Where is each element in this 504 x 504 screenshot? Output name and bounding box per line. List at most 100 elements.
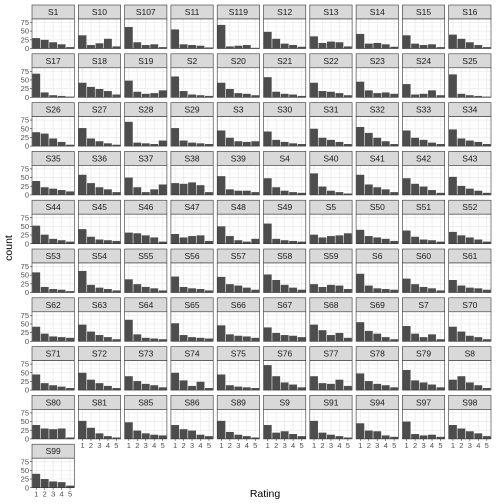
panel-border [216, 165, 260, 196]
bar [196, 95, 205, 98]
bar [364, 430, 373, 439]
bar [225, 431, 234, 439]
y-tick-label: 75 [21, 262, 29, 271]
x-tick-label: 3 [421, 441, 425, 450]
facet-panel: S45 [78, 199, 121, 245]
bar [49, 429, 58, 439]
facet-strip-label: S11 [185, 7, 200, 17]
bar [419, 286, 428, 293]
bar [280, 431, 289, 439]
bar [32, 73, 41, 98]
bar [196, 289, 205, 293]
bar [205, 388, 213, 391]
bar [428, 142, 436, 147]
bar [263, 223, 272, 244]
bar [356, 81, 365, 98]
bar [133, 430, 142, 439]
bar [327, 41, 335, 49]
facet-panel: S34 [448, 102, 492, 147]
y-tick-label: 50 [21, 320, 29, 329]
bar [32, 181, 41, 195]
bar [335, 436, 344, 439]
facet-panel: S64 [124, 297, 168, 342]
bar [225, 46, 234, 49]
bar [205, 240, 213, 244]
panel-border [216, 311, 260, 342]
x-tick-label: 4 [384, 441, 388, 450]
bar [335, 332, 344, 342]
panel-border [31, 213, 75, 244]
bar [32, 132, 41, 147]
bar [66, 337, 74, 342]
facet-panel: S52 [448, 199, 492, 245]
bar [40, 234, 49, 244]
panel-border [309, 262, 353, 293]
bar [474, 433, 483, 439]
bar [66, 291, 74, 293]
bar [343, 144, 352, 147]
bar [150, 93, 159, 98]
bar [103, 385, 112, 391]
x-tick-label: 1 [358, 441, 362, 450]
bar [343, 95, 352, 98]
panel-border [355, 165, 399, 196]
x-tick-label: 4 [291, 441, 295, 450]
panel-border [216, 360, 260, 391]
bar [188, 94, 196, 98]
facet-strip-label: S42 [416, 153, 431, 163]
bar [103, 436, 112, 439]
y-tick-label: 50 [21, 417, 29, 426]
x-tick-label: 2 [459, 441, 463, 450]
facet-strip-label: S74 [184, 349, 199, 359]
bar [205, 95, 213, 98]
bar [133, 42, 142, 49]
bar [158, 90, 167, 98]
x-tick-label: 3 [51, 490, 55, 499]
x-tick-label: 4 [106, 441, 110, 450]
facet-strip-label: S13 [323, 7, 338, 17]
panel-border [355, 116, 399, 147]
panel-border [170, 18, 214, 49]
bar [158, 339, 167, 342]
bar [327, 139, 335, 147]
bar [428, 288, 436, 293]
bar [133, 91, 142, 98]
facet-strip-label: S25 [462, 56, 477, 66]
panel-border [170, 262, 214, 293]
bar [32, 326, 41, 342]
bar [474, 141, 483, 147]
x-tick-label: 3 [468, 441, 472, 450]
y-tick-label: 75 [21, 116, 29, 125]
panel-border [124, 116, 168, 147]
bar [141, 286, 150, 293]
bar [474, 190, 483, 195]
facet-strip-label: S30 [277, 105, 292, 115]
facet-panel: S81 1 2 3 4 5 [78, 395, 121, 450]
y-axis-title: count [3, 235, 15, 261]
bar [242, 387, 251, 391]
bar [343, 193, 352, 195]
facet-strip-label: S64 [138, 300, 153, 310]
bar [310, 420, 318, 439]
bar [217, 24, 226, 49]
x-tick-label: 4 [337, 441, 341, 450]
bar [335, 285, 344, 293]
facet-strip-label: S85 [138, 397, 153, 407]
panel-border [124, 360, 168, 391]
bar [280, 335, 289, 342]
bar [411, 43, 420, 49]
facet-strip-label: S19 [138, 56, 153, 66]
bar [482, 47, 491, 49]
bar [272, 139, 281, 147]
bar [103, 289, 112, 293]
y-tick-label: 50 [21, 173, 29, 182]
bar [133, 334, 142, 342]
bar [381, 92, 390, 98]
facet-panel: S28 [124, 102, 168, 147]
bar [78, 372, 87, 391]
bar [364, 285, 373, 293]
facet-strip-label: S99 [46, 446, 61, 456]
bar [87, 183, 95, 195]
